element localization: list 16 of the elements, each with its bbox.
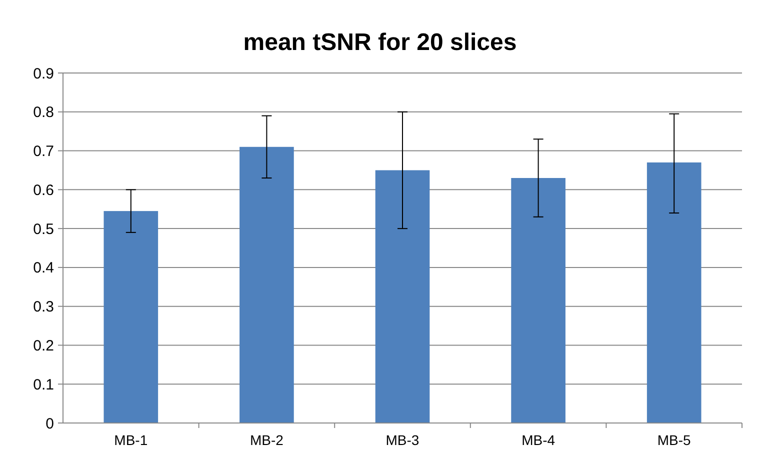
x-tick-label: MB-3 bbox=[386, 432, 420, 448]
x-tick-label: MB-1 bbox=[114, 432, 148, 448]
y-tick-label: 0 bbox=[46, 415, 54, 432]
y-tick-label: 0.1 bbox=[33, 376, 54, 394]
x-tick-label: MB-2 bbox=[250, 432, 284, 448]
y-tick-label: 0.2 bbox=[33, 337, 54, 354]
y-tick-label: 0.6 bbox=[33, 182, 54, 199]
y-tick-label: 0.7 bbox=[33, 143, 54, 160]
x-tick-label: MB-4 bbox=[522, 432, 556, 448]
chart-title: mean tSNR for 20 slices bbox=[243, 29, 517, 56]
y-tick-label: 0.4 bbox=[33, 260, 54, 277]
y-tick-label: 0.3 bbox=[33, 298, 54, 316]
x-tick-label: MB-5 bbox=[657, 432, 692, 448]
y-tick-label: 0.9 bbox=[33, 65, 54, 82]
y-tick-label: 0.8 bbox=[33, 104, 54, 122]
y-tick-label: 0.5 bbox=[33, 220, 54, 238]
